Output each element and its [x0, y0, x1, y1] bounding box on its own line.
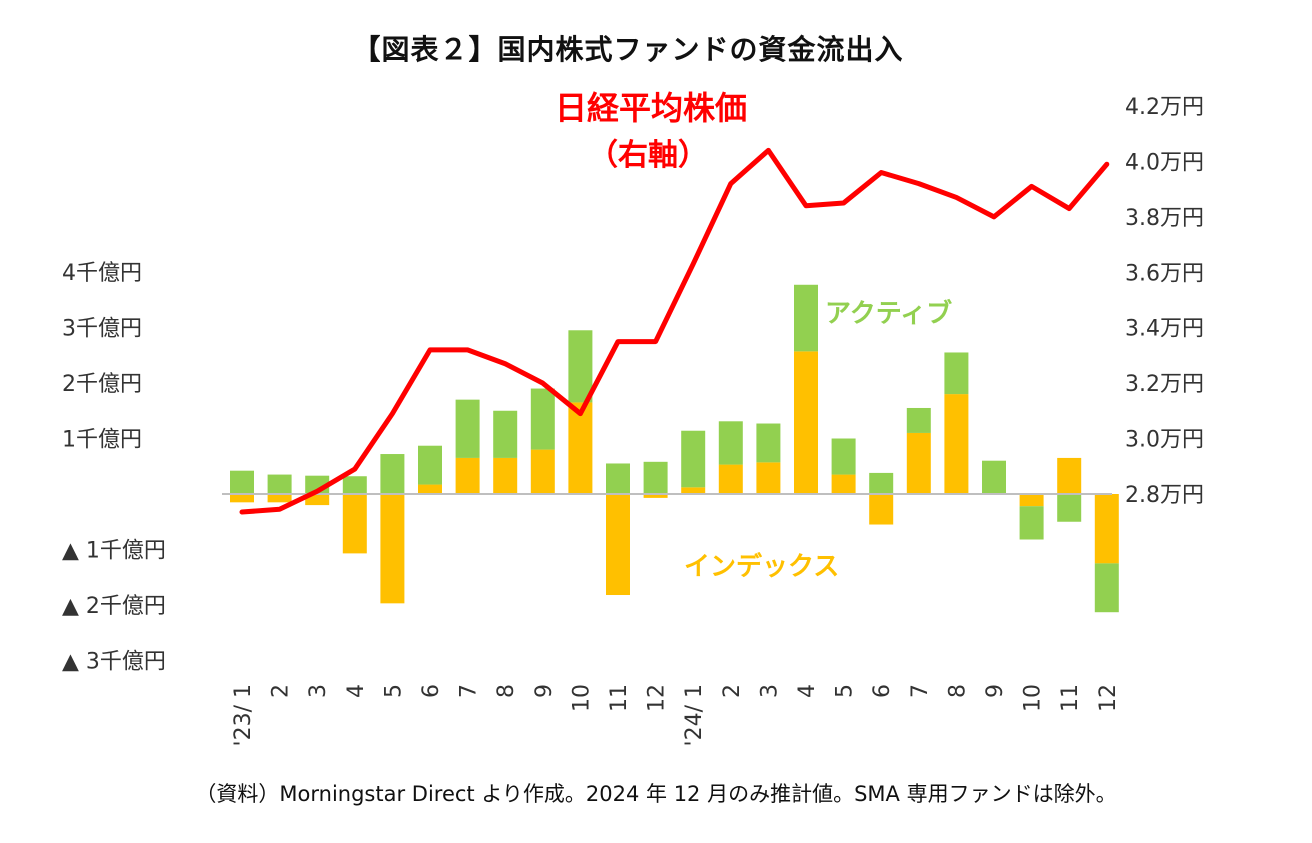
active-bar [1019, 506, 1044, 540]
x-tick-label: 8 [945, 684, 970, 698]
right-tick-label: 3.4万円 [1125, 317, 1204, 342]
index-bar [794, 351, 818, 494]
x-tick-label: 10 [1021, 684, 1046, 712]
right-tick-label: 4.2万円 [1125, 95, 1204, 120]
active-bar [380, 454, 405, 494]
index-bar [305, 494, 330, 506]
x-tick-label: 3 [757, 684, 782, 698]
right-tick-label: 2.8万円 [1125, 483, 1204, 508]
bar-series [230, 284, 1119, 613]
active-bar [944, 352, 969, 395]
index-bar [1094, 494, 1119, 564]
right-tick-label: 3.6万円 [1125, 261, 1204, 286]
index-bar [606, 494, 630, 596]
index-bar [455, 457, 480, 494]
active-bar [831, 438, 856, 475]
active-bar [230, 470, 254, 494]
active-bar [643, 461, 668, 494]
index-label: インデックス [684, 551, 839, 582]
x-tick-label: 5 [833, 684, 858, 698]
nikkei-line [239, 147, 1110, 515]
nikkei-label: 日経平均株価 [555, 89, 747, 127]
active-label: アクティブ [825, 298, 952, 329]
index-bar [530, 449, 555, 494]
x-tick-label: 3 [306, 684, 331, 698]
right-axis: 4.2万円 4.0万円 3.8万円 3.6万円 3.4万円 3.2万円 3.0万円 2.8万円 [1125, 95, 1204, 508]
x-tick-label: '23/ 1 [231, 684, 256, 746]
index-bar [756, 462, 781, 494]
x-tick-label: 6 [419, 684, 444, 698]
fund-flow-chart: 4千億円 3千億円 2千億円 1千億円 ▲ 1千億円 ▲ 2千億円 ▲ 3千億円 4.2万円… [62, 89, 1204, 746]
nikkei-series [239, 147, 1110, 515]
index-bar [831, 474, 856, 494]
left-tick-label: ▲ 3千億円 [62, 650, 166, 675]
index-bar [418, 484, 442, 494]
active-bar [267, 474, 292, 494]
index-bar [944, 394, 969, 494]
active-bar [568, 330, 593, 403]
x-tick-label: '24/ 1 [682, 684, 707, 746]
x-tick-label: 10 [569, 684, 594, 712]
source-note: （資料）Morningstar Direct より作成。2024 年 12 月の… [195, 782, 1117, 806]
right-tick-label: 4.0万円 [1125, 150, 1204, 175]
active-bar [794, 284, 818, 352]
right-tick-label: 3.2万円 [1125, 372, 1204, 397]
active-bar [455, 399, 480, 458]
index-bar [681, 487, 706, 494]
right-tick-label: 3.8万円 [1125, 206, 1204, 231]
left-tick-label: 1千億円 [62, 428, 142, 453]
active-bar [906, 407, 931, 433]
index-bar [230, 494, 254, 503]
chart-title: 【図表２】国内株式ファンドの資金流出入 [352, 33, 904, 66]
x-axis: '23/ 1 2 3 4 5 6 7 8 9 10 11 12'24/ 1 2 3 4 5 6 7 8 9 10 11 12 [231, 684, 1121, 746]
active-bar [718, 421, 743, 465]
left-tick-label: 3千億円 [62, 317, 142, 342]
active-bar [530, 388, 555, 450]
index-bar [493, 457, 518, 494]
nikkei-label-sub: （右軸） [588, 138, 708, 173]
x-tick-label: 9 [532, 684, 557, 698]
left-tick-label: 2千億円 [62, 372, 142, 397]
index-bar [1057, 457, 1082, 494]
right-tick-label: 3.0万円 [1125, 428, 1204, 453]
index-bar [643, 494, 668, 498]
active-bar [982, 460, 1006, 494]
index-bar [568, 402, 593, 494]
x-tick-label: 11 [607, 684, 632, 712]
index-bar [380, 494, 405, 604]
active-bar [756, 423, 781, 463]
index-bar [906, 432, 931, 494]
left-tick-label: ▲ 1千億円 [62, 539, 166, 564]
active-bar [418, 445, 442, 485]
x-tick-label: 6 [870, 684, 895, 698]
left-tick-label: 4千億円 [62, 261, 142, 286]
index-bar [869, 494, 894, 525]
x-tick-label: 2 [720, 684, 745, 698]
x-tick-label: 5 [381, 684, 406, 698]
active-bar [869, 472, 894, 494]
x-tick-label: 4 [344, 684, 369, 698]
active-bar [342, 476, 367, 494]
active-bar [1094, 563, 1119, 613]
x-tick-label: 9 [983, 684, 1008, 698]
left-tick-label: ▲ 2千億円 [62, 594, 166, 619]
x-tick-label: 11 [1058, 684, 1083, 712]
index-bar [718, 464, 743, 494]
x-tick-label: 4 [795, 684, 820, 698]
index-bar [267, 494, 292, 503]
index-bar [342, 494, 367, 554]
x-tick-label: 12 [645, 684, 670, 712]
x-tick-label: 7 [457, 684, 482, 698]
x-tick-label: 12 [1096, 684, 1121, 712]
active-bar [1057, 494, 1082, 522]
active-bar [681, 430, 706, 488]
active-bar [493, 410, 518, 458]
index-bar [1019, 494, 1044, 507]
left-axis: 4千億円 3千億円 2千億円 1千億円 ▲ 1千億円 ▲ 2千億円 ▲ 3千億円 [62, 261, 166, 675]
active-bar [606, 463, 630, 494]
x-tick-label: 8 [494, 684, 519, 698]
x-tick-label: 7 [908, 684, 933, 698]
x-tick-label: 2 [269, 684, 294, 698]
